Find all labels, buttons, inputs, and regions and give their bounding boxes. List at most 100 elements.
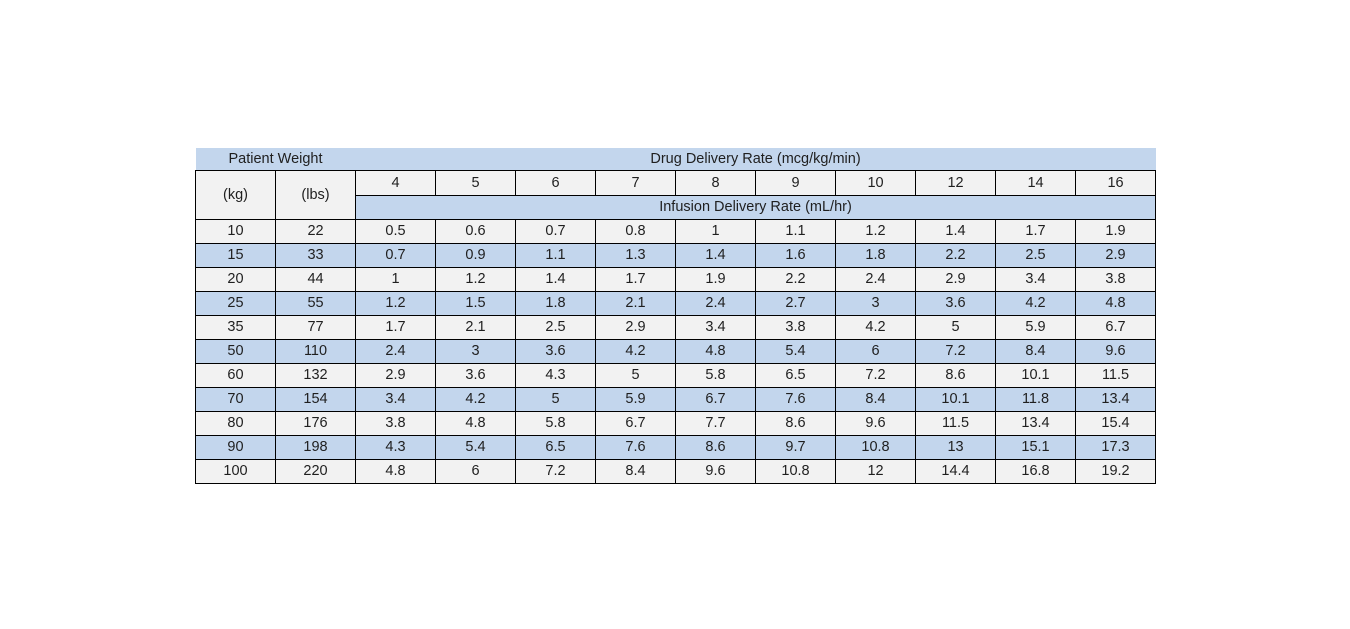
infusion-rate-cell: 3.6 [435,362,517,388]
infusion-rate-cell: 3.8 [355,410,437,436]
table-row: 100 220 4.8 6 7.2 8.4 9.6 10.8 12 14.4 16.8 19.2 [195,458,1157,484]
infusion-rate-cell: 12 [835,458,917,484]
infusion-rate-cell: 4.2 [435,386,517,412]
infusion-rate-cell: 7.7 [675,410,757,436]
infusion-rate-cell: 10.1 [915,386,997,412]
infusion-rate-cell: 2.4 [355,338,437,364]
weight-lbs-cell: 110 [274,338,357,364]
infusion-rate-cell: 4.2 [995,290,1077,316]
infusion-rate-cell: 13.4 [1075,386,1157,412]
infusion-rate-cell: 1.2 [435,266,517,292]
infusion-rate-cell: 2.1 [595,290,677,316]
table-row: 25 55 1.2 1.5 1.8 2.1 2.4 2.7 3 3.6 4.2 4.8 [195,290,1157,316]
infusion-rate-cell: 2.4 [835,266,917,292]
weight-lbs-cell: 176 [274,410,357,436]
infusion-rate-cell: 1.1 [515,242,597,268]
weight-lbs-cell: 55 [274,290,357,316]
infusion-delivery-rate-header: Infusion Delivery Rate (mL/hr) [355,194,1157,220]
kg-column-header: (kg) [195,169,276,220]
weight-kg-cell: 90 [195,434,276,460]
weight-lbs-cell: 132 [274,362,357,388]
weight-kg-cell: 20 [195,266,276,292]
infusion-rate-cell: 1.6 [755,242,837,268]
weight-kg-cell: 10 [195,218,276,244]
weight-kg-cell: 50 [195,338,276,364]
infusion-rate-cell: 5.8 [515,410,597,436]
infusion-rate-cell: 6.7 [595,410,677,436]
infusion-rate-cell: 1.9 [675,266,757,292]
infusion-rate-cell: 0.5 [355,218,437,244]
table-row: 10 22 0.5 0.6 0.7 0.8 1 1.1 1.2 1.4 1.7 1.9 [195,218,1157,244]
infusion-rate-cell: 3.4 [675,314,757,340]
infusion-rate-cell: 14.4 [915,458,997,484]
infusion-rate-cell: 2.9 [1075,242,1157,268]
infusion-rate-cell: 8.4 [995,338,1077,364]
infusion-rate-cell: 8.4 [595,458,677,484]
rate-column-header: 7 [595,169,677,196]
infusion-rate-cell: 1 [675,218,757,244]
infusion-rate-cell: 3.8 [755,314,837,340]
infusion-rate-cell: 7.2 [515,458,597,484]
infusion-rate-cell: 4.8 [675,338,757,364]
infusion-rate-cell: 6 [835,338,917,364]
weight-kg-cell: 100 [195,458,276,484]
header-row-infusion: Infusion Delivery Rate (mL/hr) [196,194,1157,220]
header-row-rates: (kg) (lbs) 4 5 6 7 8 9 10 12 14 16 [195,169,1157,220]
weight-kg-cell: 25 [195,290,276,316]
infusion-rate-cell: 11.5 [1075,362,1157,388]
infusion-rate-cell: 3.6 [515,338,597,364]
infusion-rate-cell: 3.4 [355,386,437,412]
infusion-rate-cell: 5.4 [435,434,517,460]
weight-kg-cell: 15 [195,242,276,268]
infusion-rate-cell: 2.4 [675,290,757,316]
rate-column-header: 9 [755,169,837,196]
infusion-rate-cell: 2.9 [915,266,997,292]
weight-lbs-cell: 198 [274,434,357,460]
infusion-rate-cell: 1.7 [995,218,1077,244]
infusion-rate-cell: 1.3 [595,242,677,268]
infusion-rate-cell: 1.4 [675,242,757,268]
rate-column-header: 14 [995,169,1077,196]
infusion-rate-cell: 6.5 [515,434,597,460]
weight-kg-cell: 70 [195,386,276,412]
infusion-rate-cell: 11.5 [915,410,997,436]
infusion-rate-cell: 4.8 [355,458,437,484]
rate-column-header: 4 [355,169,437,196]
infusion-dose-table: Patient Weight Drug Delivery Rate (mcg/k… [195,148,1157,484]
weight-kg-cell: 80 [195,410,276,436]
infusion-rate-cell: 15.1 [995,434,1077,460]
infusion-rate-cell: 1.8 [835,242,917,268]
infusion-rate-cell: 9.6 [1075,338,1157,364]
infusion-rate-cell: 2.2 [755,266,837,292]
infusion-rate-cell: 0.9 [435,242,517,268]
weight-lbs-cell: 220 [274,458,357,484]
rate-column-header: 8 [675,169,757,196]
infusion-rate-cell: 13 [915,434,997,460]
infusion-rate-cell: 2.9 [355,362,437,388]
infusion-rate-cell: 4.2 [835,314,917,340]
infusion-rate-cell: 13.4 [995,410,1077,436]
infusion-rate-cell: 8.4 [835,386,917,412]
weight-lbs-cell: 44 [274,266,357,292]
infusion-rate-cell: 5.9 [595,386,677,412]
infusion-rate-cell: 5.8 [675,362,757,388]
header-row-groups: Patient Weight Drug Delivery Rate (mcg/k… [195,148,1156,171]
infusion-rate-cell: 1.2 [355,290,437,316]
table-row: 70 154 3.4 4.2 5 5.9 6.7 7.6 8.4 10.1 11.8 13.4 [195,386,1157,412]
weight-lbs-cell: 33 [274,242,357,268]
infusion-rate-cell: 16.8 [995,458,1077,484]
infusion-rate-cell: 2.7 [755,290,837,316]
weight-kg-cell: 60 [195,362,276,388]
infusion-rate-cell: 1.7 [595,266,677,292]
infusion-rate-cell: 10.8 [755,458,837,484]
infusion-rate-cell: 1.7 [355,314,437,340]
infusion-rate-cell: 1.1 [755,218,837,244]
infusion-rate-cell: 9.6 [675,458,757,484]
infusion-rate-cell: 1.8 [515,290,597,316]
infusion-rate-cell: 8.6 [675,434,757,460]
infusion-rate-cell: 4.3 [355,434,437,460]
infusion-rate-cell: 3 [435,338,517,364]
infusion-rate-cell: 8.6 [755,410,837,436]
infusion-rate-cell: 2.1 [435,314,517,340]
table-row: 80 176 3.8 4.8 5.8 6.7 7.7 8.6 9.6 11.5 13.4 15.4 [195,410,1157,436]
